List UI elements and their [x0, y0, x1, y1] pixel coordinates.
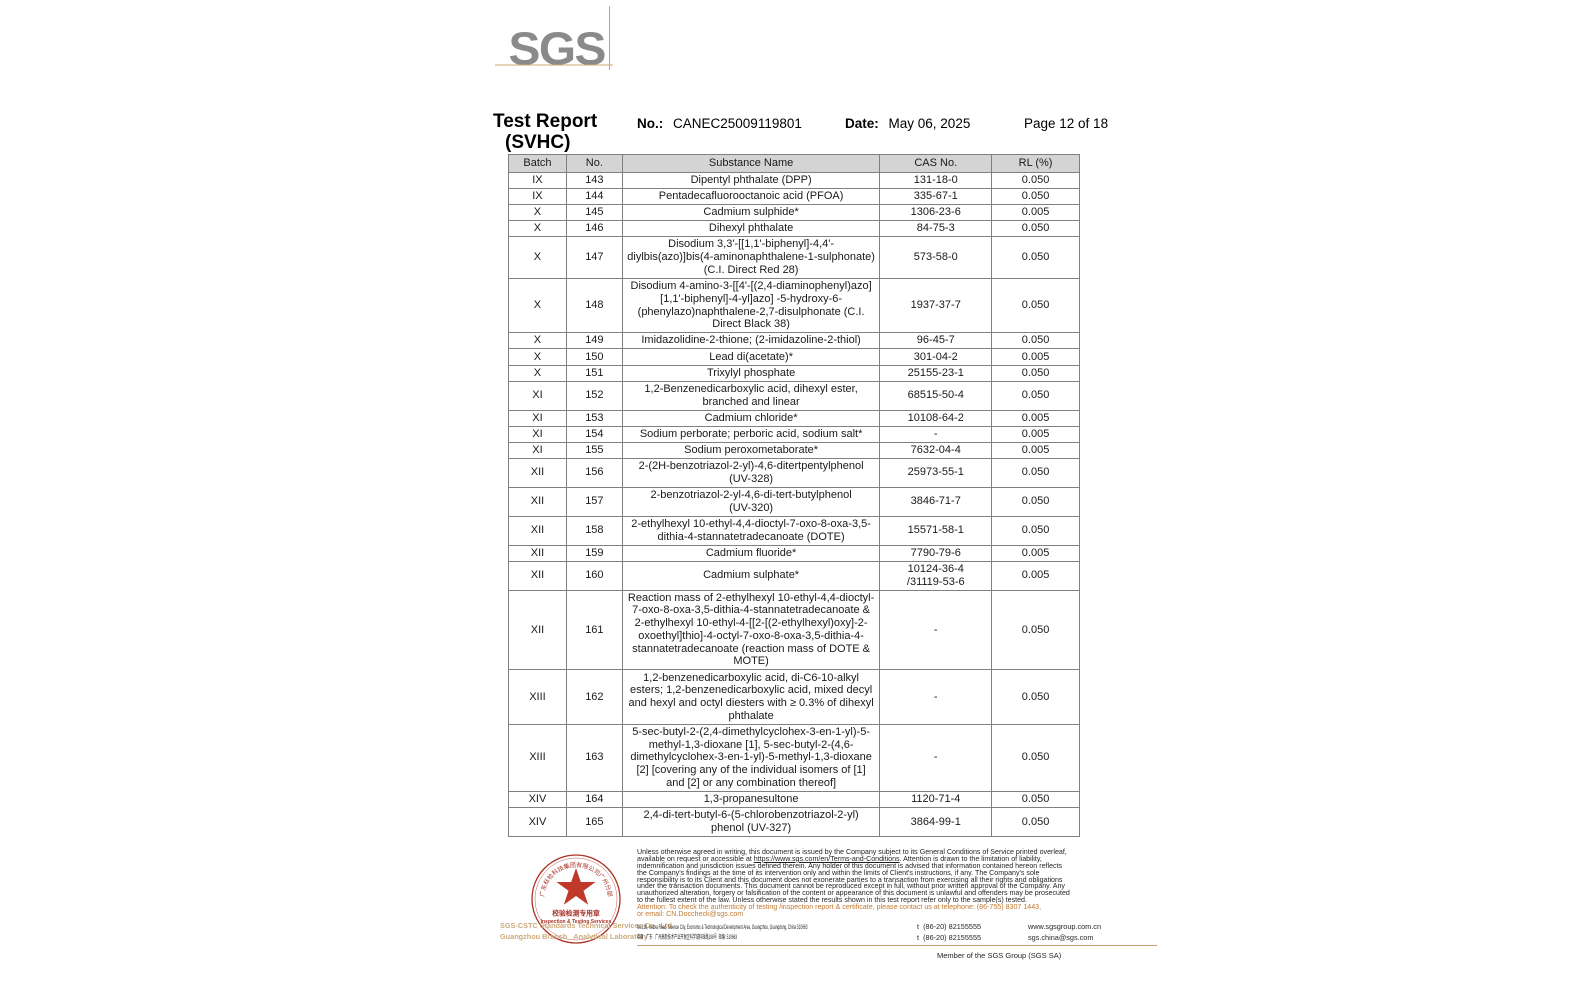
svg-text:SGS: SGS [509, 23, 606, 74]
svg-text:校验检测专用章: 校验检测专用章 [552, 909, 600, 918]
